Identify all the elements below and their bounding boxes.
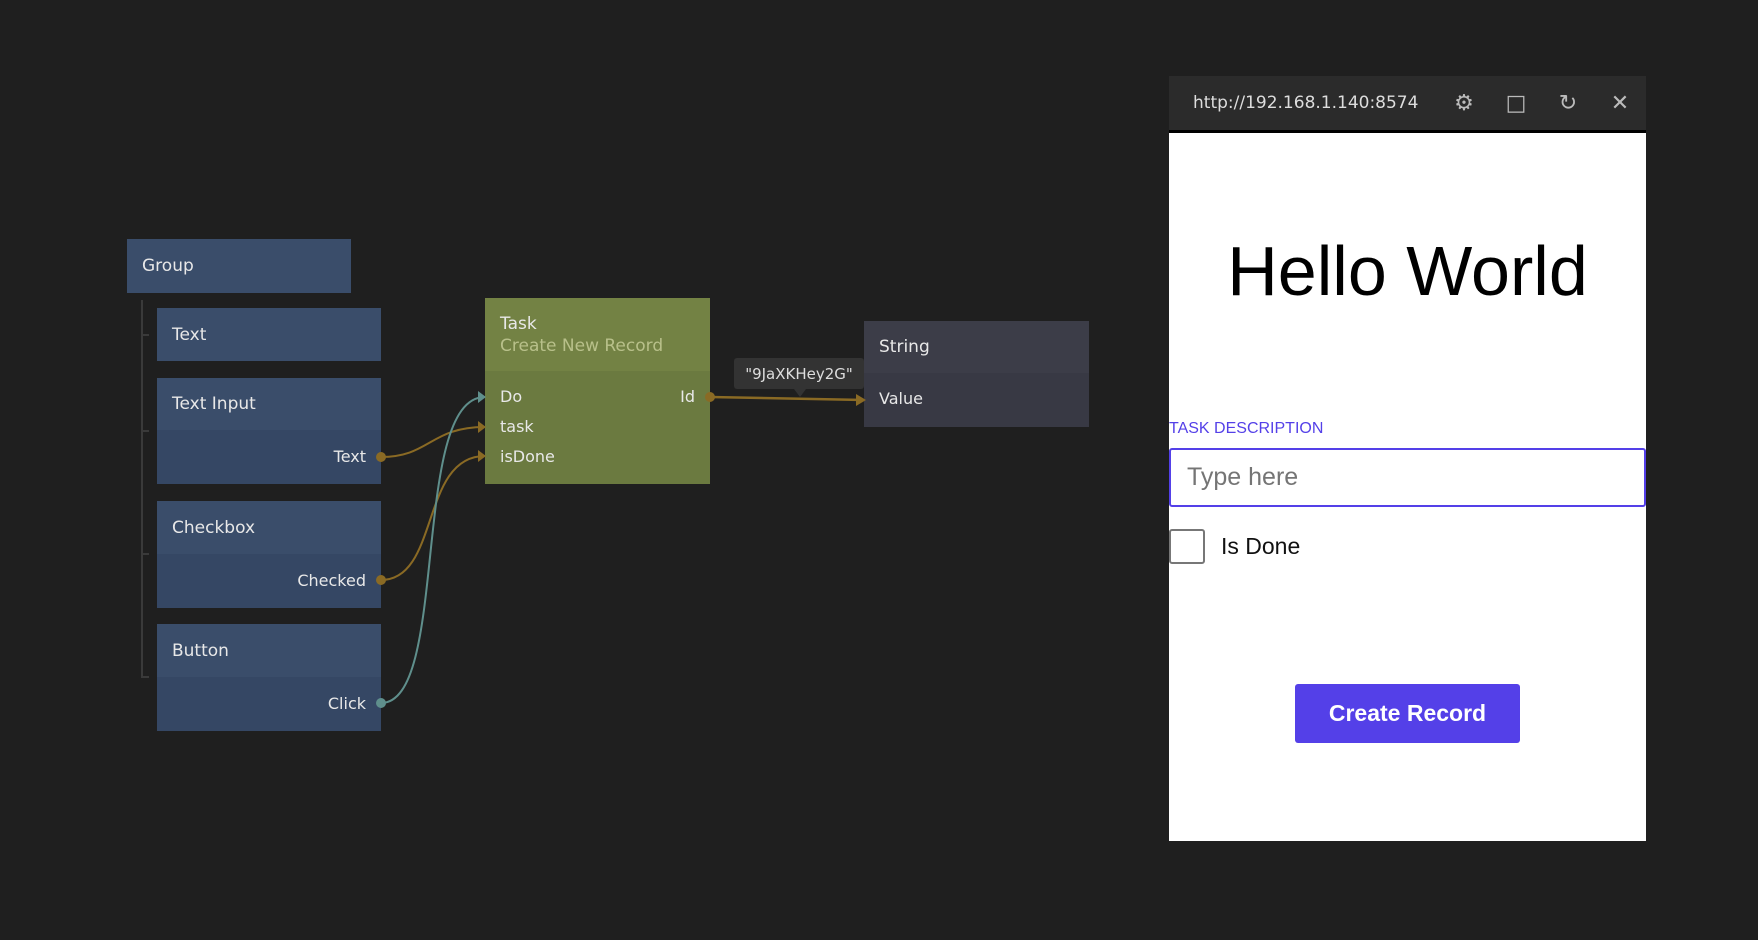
node-title: Task [500, 314, 537, 334]
port-click[interactable]: Click [327, 694, 366, 713]
node-string[interactable]: String Value [864, 321, 1089, 427]
arrow-head [478, 450, 486, 462]
tree-tick [141, 430, 149, 432]
node-title: Text [172, 324, 207, 345]
port-id[interactable]: Id [680, 387, 695, 406]
port-dot [376, 575, 386, 585]
node-title: Button [172, 640, 229, 661]
port-value[interactable]: Value [879, 389, 923, 408]
close-icon[interactable]: ✕ [1610, 90, 1630, 116]
node-task[interactable]: Task Create New Record Do task isDone Id [485, 298, 710, 484]
port-dot [376, 698, 386, 708]
port-text[interactable]: Text [333, 447, 366, 466]
node-title: String [879, 337, 930, 357]
wire-id-value [709, 395, 865, 402]
port-checked[interactable]: Checked [297, 571, 366, 590]
wire-checked-isdone [380, 455, 486, 581]
arrow-head [478, 391, 486, 403]
arrow-head [856, 394, 866, 406]
node-text-input[interactable]: Text Input Text [157, 378, 381, 484]
node-subtitle: Create New Record [500, 336, 664, 356]
task-description-label: TASK DESCRIPTION [1169, 420, 1324, 437]
preview-url: http://192.168.1.140:8574 [1193, 93, 1419, 113]
refresh-icon[interactable]: ↻ [1558, 90, 1578, 116]
node-button[interactable]: Button Click [157, 624, 381, 731]
port-isdone[interactable]: isDone [500, 447, 555, 466]
tree-tick [141, 334, 149, 336]
port-dot [376, 452, 386, 462]
heading: Hello World [1227, 232, 1588, 310]
tooltip-pointer [794, 389, 806, 397]
bug-icon[interactable]: ⚙ [1454, 90, 1474, 116]
tree-line [141, 300, 143, 677]
inspect-icon[interactable]: □ [1505, 90, 1527, 116]
port-do[interactable]: Do [500, 387, 523, 406]
is-done-checkbox[interactable] [1169, 529, 1205, 564]
preview-window: http://192.168.1.140:8574 ⚙ □ ↻ ✕ Hello … [1169, 76, 1646, 841]
wire-text-task [380, 426, 486, 458]
tree-tick [141, 676, 149, 678]
task-description-input[interactable] [1169, 448, 1646, 507]
node-title: Group [142, 256, 194, 276]
node-checkbox[interactable]: Checkbox Checked [157, 501, 381, 608]
node-group[interactable]: Group [127, 239, 351, 293]
port-dot [705, 392, 715, 402]
wire-click-do [380, 396, 486, 704]
node-title: Checkbox [172, 517, 256, 538]
arrow-head [478, 421, 486, 433]
node-text[interactable]: Text [157, 308, 381, 361]
tree-tick [141, 553, 149, 555]
preview-header: http://192.168.1.140:8574 ⚙ □ ↻ ✕ [1169, 76, 1646, 133]
create-record-button[interactable]: Create Record [1295, 684, 1520, 743]
node-title: Text Input [172, 394, 256, 414]
port-task[interactable]: task [500, 417, 534, 436]
value-tooltip: "9JaXKHey2G" [734, 358, 864, 389]
is-done-label[interactable]: Is Done [1221, 533, 1301, 559]
